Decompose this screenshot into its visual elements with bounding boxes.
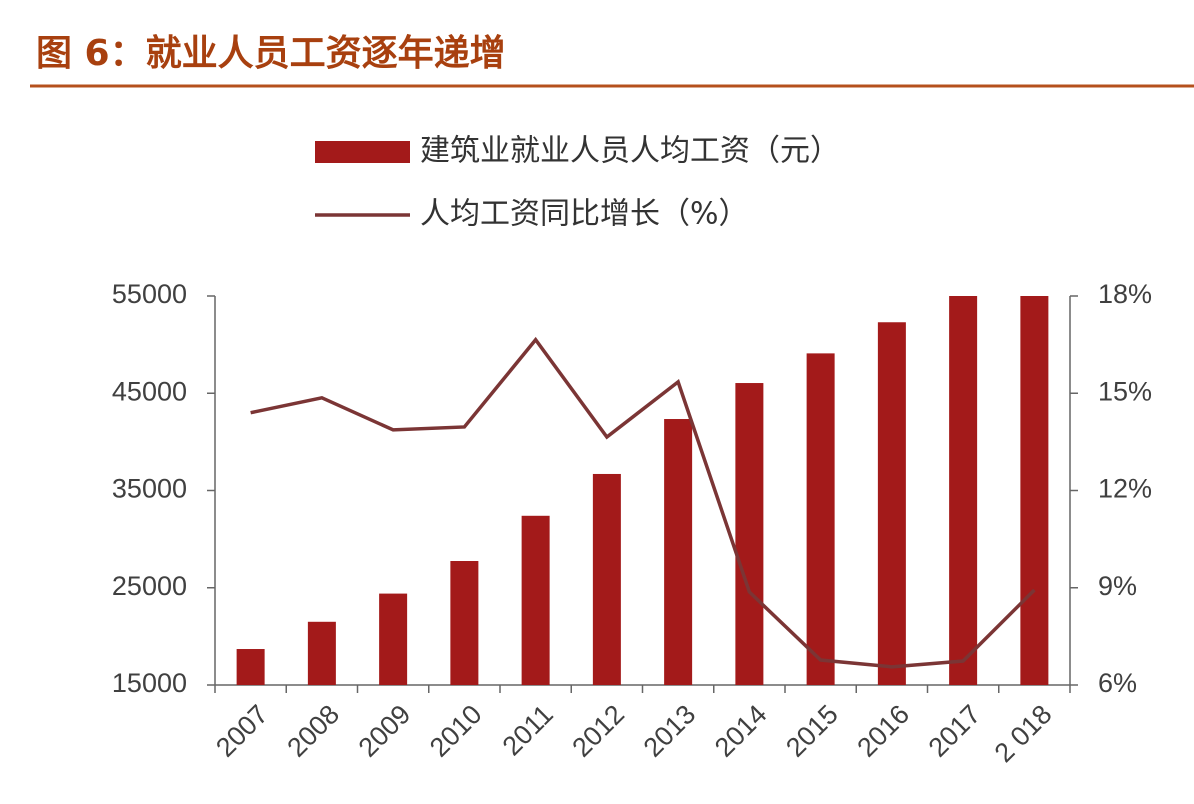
x-tick-label: 2012 (566, 699, 630, 763)
bar (1020, 296, 1049, 685)
x-tick-label: 2008 (281, 699, 345, 763)
y-tick-label: 35000 (112, 474, 187, 504)
x-tick-label: 2013 (638, 699, 702, 763)
x-tick-label: 2017 (923, 699, 987, 763)
x-tick-label: 2011 (497, 699, 559, 761)
y2-tick-label: 15% (1098, 376, 1152, 406)
bar (379, 593, 408, 685)
y2-tick-label: 6% (1098, 668, 1137, 698)
y2-tick-label: 12% (1098, 474, 1152, 504)
bar (949, 296, 978, 685)
bar (450, 561, 479, 685)
y-tick-label: 25000 (112, 571, 187, 601)
bar (735, 383, 764, 685)
x-tick-label: 2015 (780, 699, 844, 763)
bar (592, 473, 621, 685)
y-tick-label: 15000 (112, 668, 187, 698)
bar (521, 515, 550, 685)
bar (806, 353, 835, 685)
y-tick-label: 45000 (112, 376, 187, 406)
legend-label: 人均工资同比增长（%） (420, 197, 749, 232)
legend-swatch (315, 141, 410, 163)
chart-title: 图 6：就业人员工资逐年递增 (36, 33, 506, 74)
x-tick-label: 2007 (210, 699, 274, 763)
y-tick-label: 55000 (112, 279, 187, 309)
x-tick-label: 2009 (353, 699, 417, 763)
bar (236, 649, 265, 685)
x-tick-label: 2010 (424, 699, 488, 763)
x-tick-label: 2016 (851, 699, 915, 763)
bar (664, 419, 693, 685)
legend-label: 建筑业就业人员人均工资（元） (420, 134, 840, 169)
x-tick-label: 2 018 (989, 699, 1058, 768)
bar (307, 621, 336, 685)
bar (877, 322, 906, 685)
x-tick-label: 2014 (709, 699, 773, 763)
line (250, 336, 1036, 669)
y2-tick-label: 18% (1098, 279, 1152, 309)
y2-tick-label: 9% (1098, 571, 1137, 601)
